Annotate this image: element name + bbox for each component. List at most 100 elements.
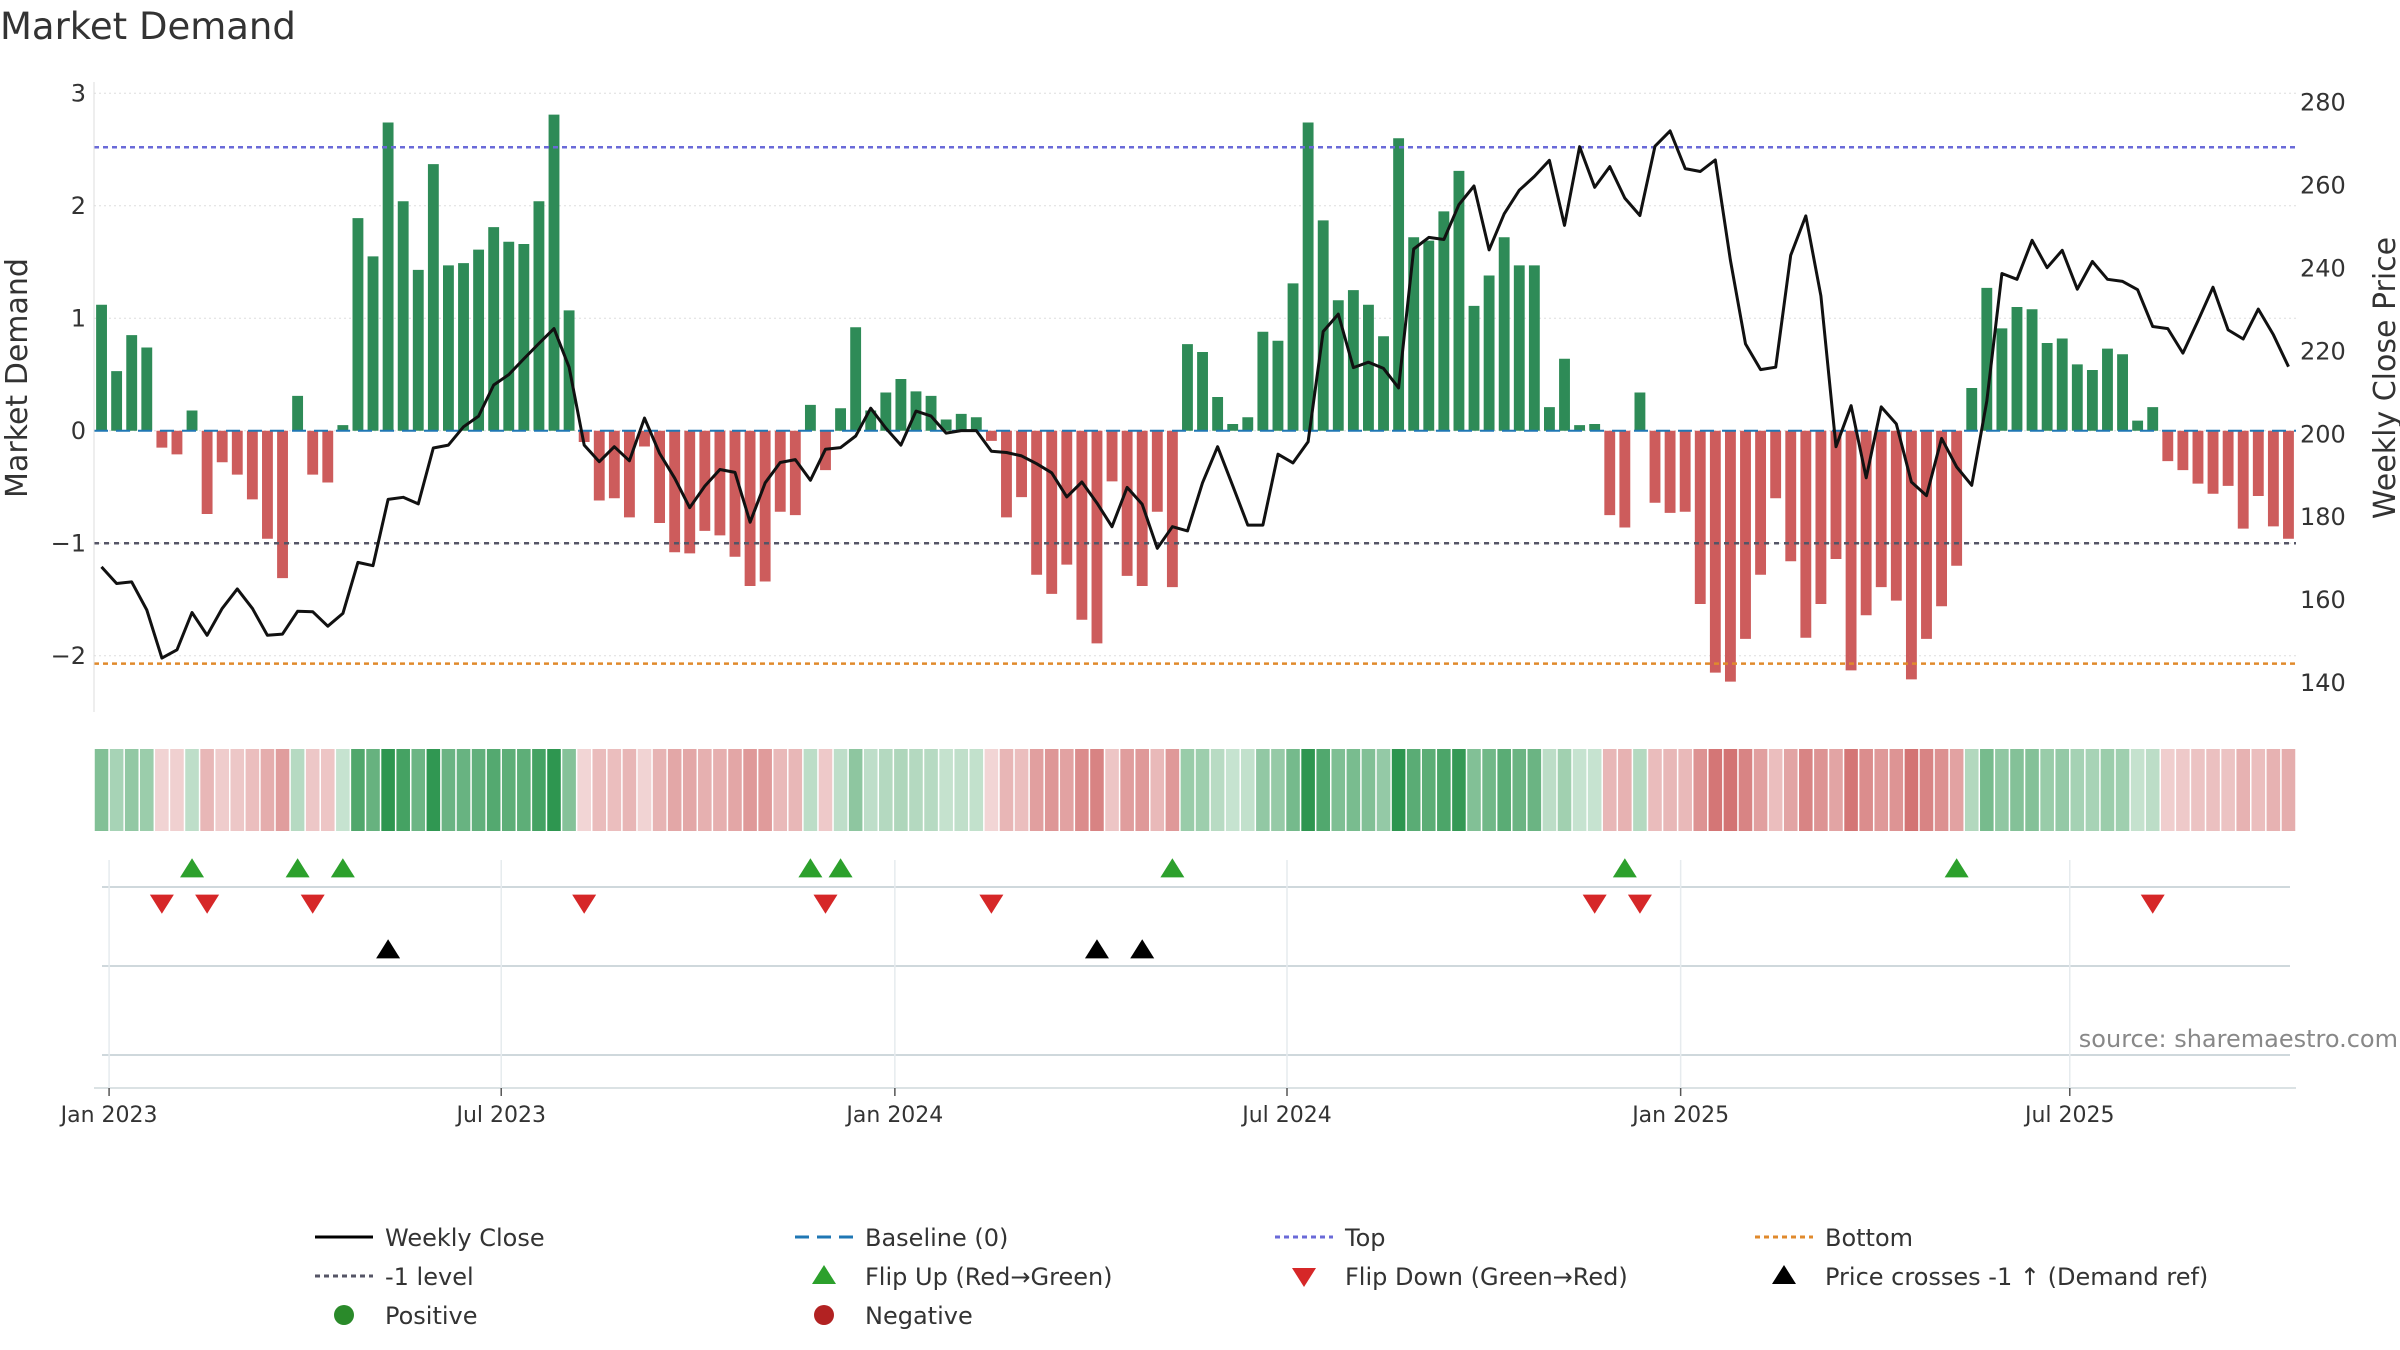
demand-bar <box>970 417 982 431</box>
heat-cell <box>969 749 984 831</box>
heat-cell <box>1421 749 1436 831</box>
demand-bar <box>1182 344 1193 431</box>
heat-cell <box>1633 749 1647 831</box>
demand-bar <box>2026 309 2038 431</box>
heat-cell <box>1768 749 1783 831</box>
heat-cell <box>1135 749 1149 831</box>
heat-cell <box>1316 749 1330 831</box>
heat-cell <box>1512 749 1527 831</box>
heat-cell <box>200 749 214 831</box>
y-tick-label: 3 <box>71 79 86 107</box>
heat-cell <box>1225 749 1240 831</box>
demand-bar <box>1936 430 1947 607</box>
heat-cell <box>1889 749 1904 831</box>
x-tick-label: Jan 2023 <box>59 1103 158 1128</box>
price-cross-marker <box>1130 939 1155 959</box>
demand-bar <box>1483 275 1495 431</box>
demand-bar <box>533 201 545 431</box>
demand-bar <box>473 249 485 431</box>
demand-bar <box>804 404 816 431</box>
demand-bar <box>171 430 183 455</box>
demand-bar <box>2222 430 2234 486</box>
heat-cell <box>562 749 576 831</box>
legend-item: Bottom <box>1755 1224 1913 1252</box>
demand-bar <box>518 244 530 431</box>
y2-tick-label: 200 <box>2300 420 2346 448</box>
heat-cell <box>1602 749 1617 831</box>
heat-cell <box>1859 749 1873 831</box>
heat-cell <box>1406 749 1421 831</box>
heat-cell <box>381 749 395 831</box>
flip-up-marker <box>798 858 823 878</box>
heat-cell <box>109 749 124 831</box>
demand-bar <box>1031 430 1043 575</box>
demand-bar <box>1740 430 1751 639</box>
demand-bar <box>1815 430 1827 604</box>
axes: 3 2 1 0 −1 −2 280 260 240 220 200 180 160 140 <box>51 79 2346 712</box>
heat-cell <box>351 749 365 831</box>
heat-cell <box>743 749 757 831</box>
demand-bar <box>789 430 801 516</box>
heat-cell <box>1844 749 1858 831</box>
demand-bar <box>1272 340 1284 431</box>
heat-cell <box>2010 749 2024 831</box>
heat-cell <box>773 749 788 831</box>
demand-bar <box>1996 328 2008 431</box>
demand-bar <box>503 241 515 431</box>
flip-down-marker <box>1582 894 1607 914</box>
demand-bar <box>1001 430 1012 518</box>
heat-cell <box>637 749 652 831</box>
demand-bar <box>216 430 228 463</box>
heat-cell <box>471 749 486 831</box>
heat-cell <box>547 749 561 831</box>
heat-cell <box>622 749 637 831</box>
demand-bar <box>880 392 892 431</box>
demand-bar <box>1302 122 1314 431</box>
legend-item: -1 level <box>315 1263 474 1291</box>
heat-cell <box>1618 749 1632 831</box>
demand-bar <box>2207 430 2219 494</box>
heat-cell <box>607 749 622 831</box>
demand-bar <box>593 430 605 501</box>
demand-bar <box>1679 430 1691 512</box>
demand-bar <box>186 410 198 431</box>
heat-cell <box>185 749 199 831</box>
heat-cell <box>1210 749 1225 831</box>
heat-cell <box>863 749 878 831</box>
demand-bar <box>623 430 635 518</box>
heat-cell <box>924 749 938 831</box>
demand-bar <box>1664 430 1676 513</box>
y-tick-label: −1 <box>51 529 86 557</box>
heat-cell <box>758 749 772 831</box>
legend-triangle-down-icon <box>1292 1268 1316 1287</box>
heat-cell <box>1904 749 1919 831</box>
flip-up-marker <box>285 858 310 878</box>
legend-label: Weekly Close <box>385 1224 545 1252</box>
legend-item: Top <box>1275 1224 1386 1252</box>
heat-cell <box>336 749 350 831</box>
chart-title: Market Demand <box>0 5 296 48</box>
flip-up-marker <box>1944 858 1969 878</box>
heat-cell <box>1995 749 2009 831</box>
flip-up-marker <box>1160 858 1185 878</box>
flip-down-marker <box>813 894 838 914</box>
demand-bar <box>1528 265 1540 431</box>
demand-bar <box>1709 430 1721 673</box>
demand-bar <box>835 408 846 431</box>
heat-cell <box>1934 749 1949 831</box>
heat-cell <box>1753 749 1768 831</box>
heat-cell <box>1346 749 1361 831</box>
heat-cell <box>2191 749 2205 831</box>
demand-bar <box>322 430 334 483</box>
y-tick-label: 2 <box>71 192 86 220</box>
demand-bar <box>2267 430 2279 527</box>
legend-triangle-up-icon <box>812 1265 836 1284</box>
demand-bar <box>307 430 319 475</box>
demand-bar <box>292 395 304 431</box>
demand-bar <box>1785 430 1797 562</box>
flip-down-marker <box>1627 894 1652 914</box>
demand-bar <box>1453 170 1465 431</box>
demand-bar <box>774 430 786 512</box>
demand-bar <box>1589 424 1601 431</box>
